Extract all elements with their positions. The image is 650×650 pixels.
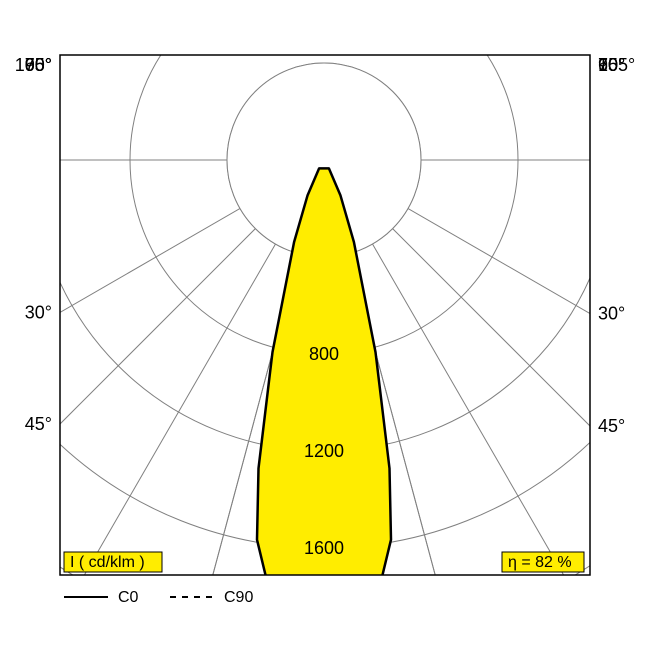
ring-label: 800 xyxy=(309,344,339,364)
ring-label: 1600 xyxy=(304,538,344,558)
angle-label-left: 30° xyxy=(25,302,52,322)
eta-label: η = 82 % xyxy=(508,554,572,571)
legend-label-c0: C0 xyxy=(118,589,139,606)
angle-label-left: 60° xyxy=(25,55,52,75)
angle-label-right: 60° xyxy=(598,55,625,75)
polar-chart-container: 80012001600105°105°90°90°75°75°60°60°45°… xyxy=(0,0,650,650)
angle-label-right: 30° xyxy=(598,304,625,324)
polar-chart-svg: 80012001600105°105°90°90°75°75°60°60°45°… xyxy=(0,0,650,650)
legend-label-c90: C90 xyxy=(224,589,253,606)
angle-label-left: 45° xyxy=(25,414,52,434)
angle-label-right: 45° xyxy=(598,416,625,436)
unit-label: I ( cd/klm ) xyxy=(70,554,145,571)
ring-label: 1200 xyxy=(304,441,344,461)
